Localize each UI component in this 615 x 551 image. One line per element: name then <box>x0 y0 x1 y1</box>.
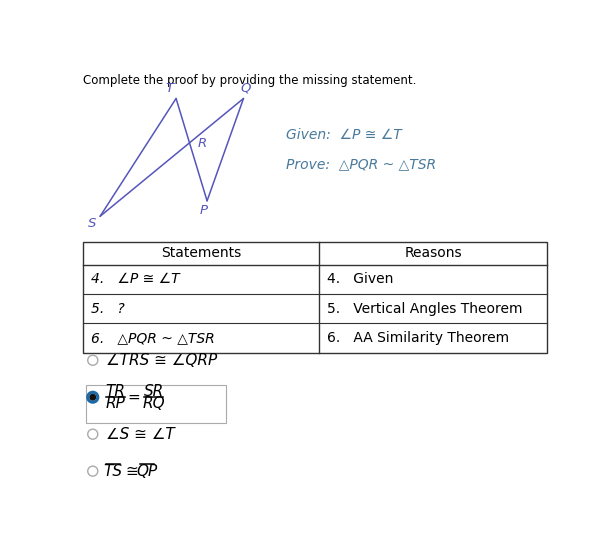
Text: Given:  ∠P ≅ ∠T: Given: ∠P ≅ ∠T <box>286 128 402 142</box>
Text: 5.   ?: 5. ? <box>91 301 125 316</box>
Text: T: T <box>166 82 174 95</box>
Text: ∠TRS ≅ ∠QRP: ∠TRS ≅ ∠QRP <box>106 353 217 368</box>
Text: Complete the proof by providing the missing statement.: Complete the proof by providing the miss… <box>83 74 416 87</box>
Text: =: = <box>127 390 140 405</box>
Text: 6.   △PQR ~ △TSR: 6. △PQR ~ △TSR <box>91 331 215 345</box>
Text: TR: TR <box>106 383 125 398</box>
Text: R: R <box>198 137 207 150</box>
Text: 4.   ∠P ≅ ∠T: 4. ∠P ≅ ∠T <box>91 272 180 287</box>
Text: Statements: Statements <box>161 246 241 260</box>
Text: 6.   AA Similarity Theorem: 6. AA Similarity Theorem <box>327 331 509 345</box>
Text: Prove:  △PQR ~ △TSR: Prove: △PQR ~ △TSR <box>286 157 436 171</box>
Text: TS: TS <box>104 463 123 479</box>
Text: ∠S ≅ ∠T: ∠S ≅ ∠T <box>106 426 174 442</box>
Text: QP: QP <box>136 463 157 479</box>
Text: Q: Q <box>240 82 251 95</box>
Bar <box>83 242 547 353</box>
Text: ≅: ≅ <box>125 463 138 479</box>
Bar <box>86 385 226 423</box>
Text: RP: RP <box>106 396 125 411</box>
Text: 5.   Vertical Angles Theorem: 5. Vertical Angles Theorem <box>327 301 523 316</box>
Text: P: P <box>200 204 208 218</box>
Text: RQ: RQ <box>142 396 165 411</box>
Text: S: S <box>88 218 97 230</box>
Text: SR: SR <box>143 383 164 398</box>
Text: 4.   Given: 4. Given <box>327 272 394 287</box>
Circle shape <box>90 395 95 400</box>
Text: Reasons: Reasons <box>404 246 462 260</box>
